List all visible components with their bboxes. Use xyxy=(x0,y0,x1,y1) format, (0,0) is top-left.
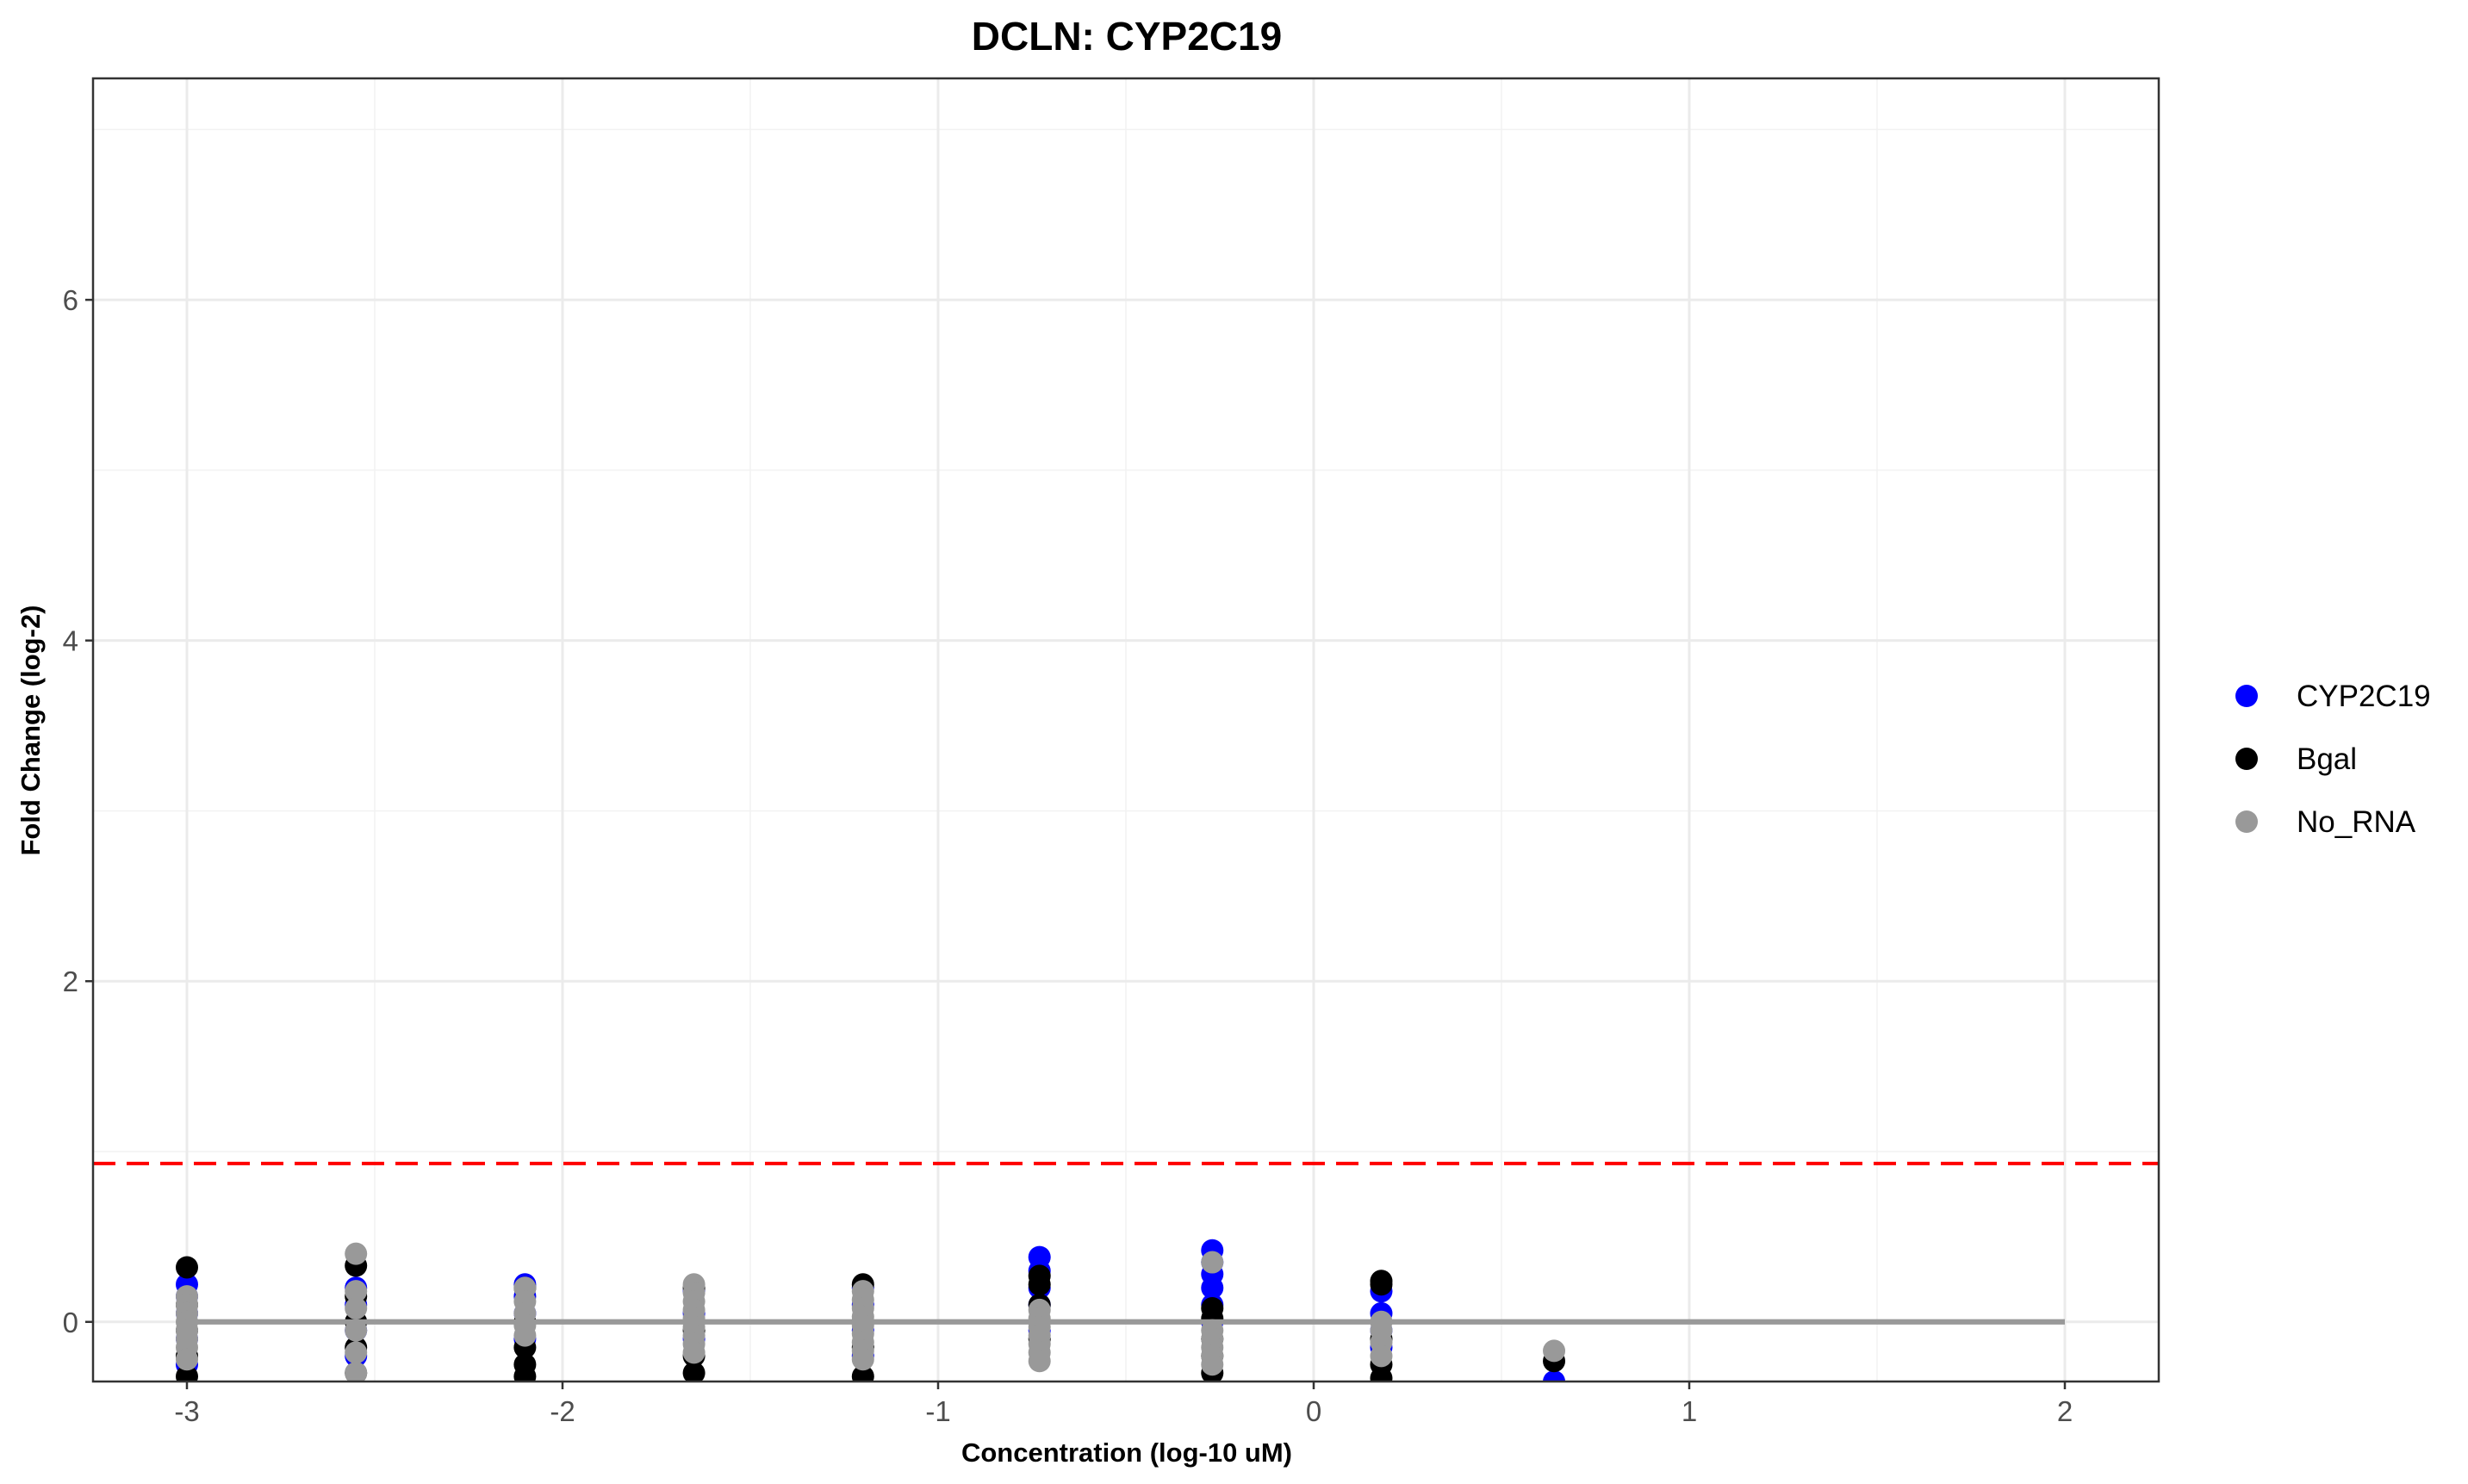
data-point-no-rna xyxy=(1201,1251,1224,1274)
x-axis-title: Concentration (log-10 uM) xyxy=(961,1437,1292,1468)
legend-label-cyp2c19: CYP2C19 xyxy=(2297,680,2431,713)
data-point-no-rna xyxy=(1370,1344,1393,1368)
legend-key-cyp2c19 xyxy=(2235,685,2258,707)
data-point-no-rna xyxy=(1543,1339,1566,1363)
x-tick-label: 1 xyxy=(1682,1395,1697,1427)
data-point-bgal xyxy=(1370,1367,1393,1382)
data-point-cyp2c19 xyxy=(1543,1370,1566,1382)
data-point-no-rna xyxy=(345,1296,368,1319)
data-point-bgal xyxy=(176,1256,198,1279)
legend-label-no-rna: No_RNA xyxy=(2297,805,2416,839)
data-point-bgal xyxy=(682,1362,706,1382)
data-point-bgal xyxy=(513,1365,537,1382)
legend-key-no-rna xyxy=(2235,810,2258,833)
x-tick-label: 2 xyxy=(2057,1395,2073,1427)
data-point-no-rna xyxy=(345,1280,368,1303)
legend: CYP2C19 Bgal No_RNA xyxy=(2235,680,2431,839)
x-tick-label: -3 xyxy=(174,1395,199,1427)
data-point-no-rna xyxy=(345,1341,368,1364)
y-tick-label: 2 xyxy=(63,966,78,997)
data-point-bgal xyxy=(851,1365,874,1382)
points-group xyxy=(176,1239,2065,1382)
x-tick-label: -2 xyxy=(550,1395,575,1427)
y-tick-label: 0 xyxy=(63,1307,78,1338)
y-tick-label: 4 xyxy=(63,625,78,657)
y-tick-label: 6 xyxy=(63,284,78,316)
x-tick-label: 0 xyxy=(1306,1395,1321,1427)
data-point-no-rna xyxy=(851,1348,874,1371)
data-point-no-rna xyxy=(1028,1350,1051,1373)
plot-panel-border xyxy=(91,77,2160,1383)
y-axis-title: Fold Change (log-2) xyxy=(16,605,46,855)
axes: -3 -2 -1 0 1 2 0 2 4 6 xyxy=(63,284,2073,1427)
data-point-bgal xyxy=(176,1365,198,1382)
data-point-no-rna xyxy=(682,1341,706,1364)
data-point-no-rna xyxy=(345,1362,368,1382)
data-point-no-rna xyxy=(513,1324,537,1347)
data-point-cyp2c19 xyxy=(1201,1276,1224,1300)
data-point-bgal xyxy=(1028,1273,1051,1296)
data-points xyxy=(176,1239,2065,1382)
data-point-no-rna xyxy=(176,1348,198,1371)
data-point-no-rna xyxy=(345,1319,368,1342)
data-point-bgal xyxy=(1370,1273,1393,1296)
legend-label-bgal: Bgal xyxy=(2297,742,2357,776)
chart-title: DCLN: CYP2C19 xyxy=(972,14,1282,59)
x-tick-label: -1 xyxy=(925,1395,950,1427)
legend-key-bgal xyxy=(2235,748,2258,770)
data-point-no-rna xyxy=(1201,1353,1224,1376)
data-point-no-rna xyxy=(345,1242,368,1265)
